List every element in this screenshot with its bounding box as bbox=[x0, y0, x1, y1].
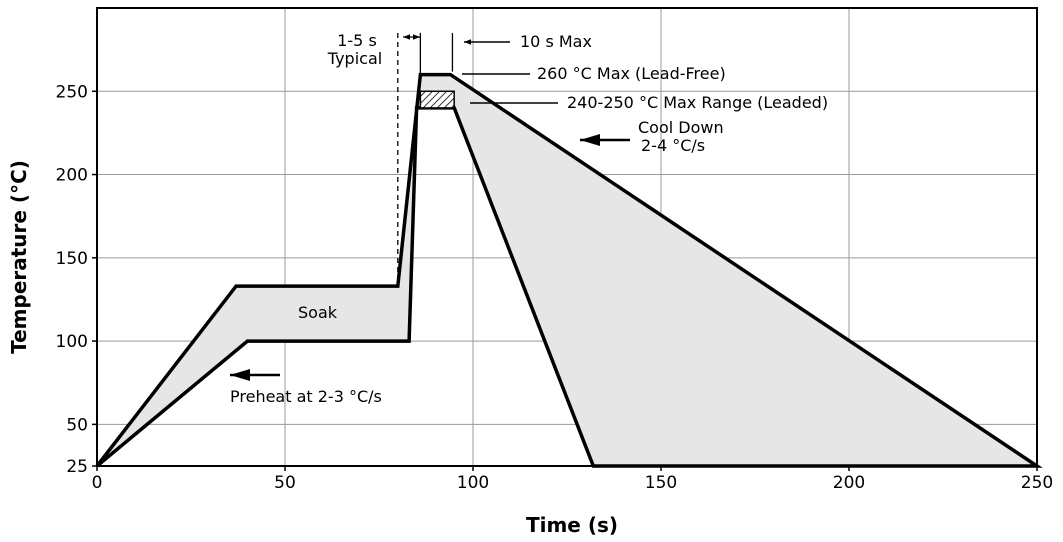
y-tick-label: 250 bbox=[56, 82, 88, 102]
markers bbox=[397, 32, 454, 287]
annotation-preheat: Preheat at 2-3 °C/s bbox=[230, 387, 382, 406]
annotation-typical-line2: Typical bbox=[327, 49, 382, 68]
y-tick-label: 150 bbox=[56, 249, 88, 269]
annotation-cool-rate: 2-4 °C/s bbox=[641, 136, 705, 155]
y-tick-label: 25 bbox=[66, 457, 88, 477]
x-tick-label: 50 bbox=[274, 473, 296, 493]
y-tick-label: 100 bbox=[56, 332, 88, 352]
tick-labels: 0 50 100 150 200 250 25 50 100 150 200 250 bbox=[56, 82, 1054, 493]
annotation-typical-line1: 1-5 s bbox=[337, 31, 377, 50]
y-tick-label: 200 bbox=[56, 166, 88, 186]
annotation-soak: Soak bbox=[298, 303, 338, 322]
annotation-lead-free: 260 °C Max (Lead-Free) bbox=[537, 64, 726, 83]
annotation-leaded: 240-250 °C Max Range (Leaded) bbox=[567, 93, 828, 112]
x-tick-label: 0 bbox=[92, 473, 103, 493]
plot-frame bbox=[96, 7, 1038, 467]
annotations: 1-5 s Typical 10 s Max 260 °C Max (Lead-… bbox=[230, 31, 828, 406]
leaded-range-band bbox=[419, 90, 455, 109]
y-axis-title: Temperature (°C) bbox=[7, 160, 31, 354]
x-tick-label: 200 bbox=[833, 473, 865, 493]
x-tick-label: 150 bbox=[645, 473, 677, 493]
annotation-max-time: 10 s Max bbox=[520, 32, 592, 51]
x-tick-label: 100 bbox=[457, 473, 489, 493]
y-tick-label: 50 bbox=[66, 415, 88, 435]
annotation-cool-down: Cool Down bbox=[638, 118, 724, 137]
x-axis-title: Time (s) bbox=[526, 513, 618, 537]
reflow-profile-series bbox=[95, 72, 1043, 468]
profile-area bbox=[95, 72, 1043, 468]
x-tick-label: 250 bbox=[1021, 473, 1053, 493]
